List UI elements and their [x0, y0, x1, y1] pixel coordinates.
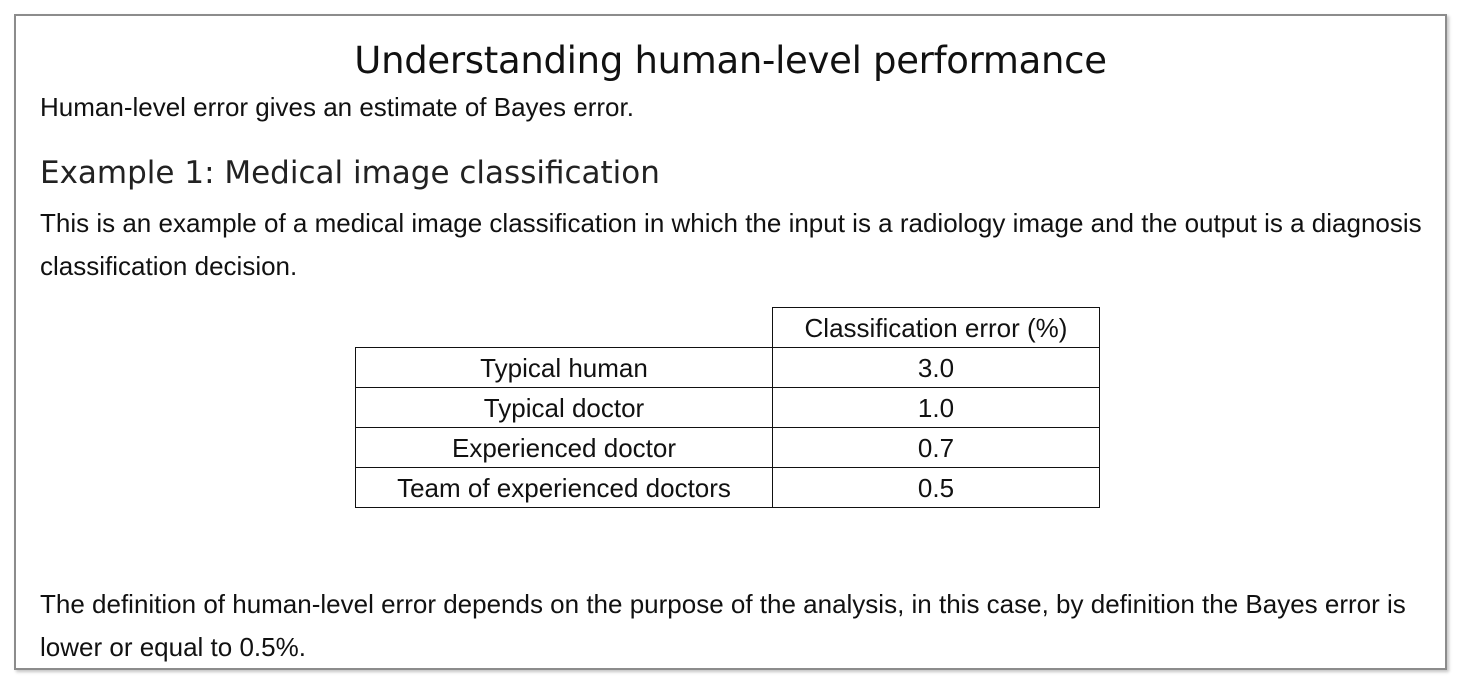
slide-frame: Understanding human-level performance Hu… — [14, 14, 1447, 670]
table-row: Experienced doctor 0.7 — [355, 427, 1100, 468]
slide-title: Understanding human-level performance — [354, 39, 1107, 82]
row-value: 0.5 — [772, 467, 1100, 508]
table-row: Typical doctor 1.0 — [355, 387, 1100, 428]
table-row: Team of experienced doctors 0.5 — [355, 467, 1100, 508]
table-row: Typical human 3.0 — [355, 347, 1100, 388]
row-value: 1.0 — [772, 387, 1100, 428]
error-table: Classification error (%) Typical human 3… — [355, 307, 1100, 508]
intro-text: Human-level error gives an estimate of B… — [40, 92, 634, 122]
example-heading: Example 1: Medical image classification — [40, 155, 660, 191]
row-label: Team of experienced doctors — [355, 467, 773, 508]
example-description: This is an example of a medical image cl… — [40, 208, 1422, 281]
row-value: 3.0 — [772, 347, 1100, 388]
table-corner-cell — [355, 307, 773, 348]
row-label: Typical human — [355, 347, 773, 388]
conclusion-text: The definition of human-level error depe… — [40, 589, 1406, 662]
row-value: 0.7 — [772, 427, 1100, 468]
row-label: Typical doctor — [355, 387, 773, 428]
row-label: Experienced doctor — [355, 427, 773, 468]
table-header-row: Classification error (%) — [355, 307, 1100, 348]
column-header-classification-error: Classification error (%) — [772, 307, 1100, 348]
